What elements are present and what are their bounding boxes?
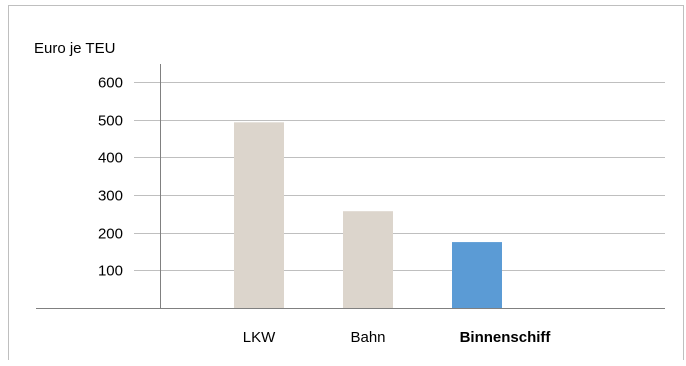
bar-binnenschiff [452, 242, 502, 308]
y-tick-label: 500 [98, 113, 123, 130]
x-category-label: LKW [243, 329, 276, 346]
x-category-label: Binnenschiff [460, 329, 552, 346]
y-axis-label: Euro je TEU [34, 40, 115, 57]
chart-frame [8, 5, 684, 360]
y-tick-label: 300 [98, 188, 123, 205]
y-tick-label: 100 [98, 263, 123, 280]
x-category-label: Bahn [350, 329, 385, 346]
y-tick-label: 200 [98, 226, 123, 243]
y-tick-label: 400 [98, 150, 123, 167]
bar-bahn [343, 211, 393, 308]
y-tick-label: 600 [98, 75, 123, 92]
bar-lkw [234, 122, 284, 308]
